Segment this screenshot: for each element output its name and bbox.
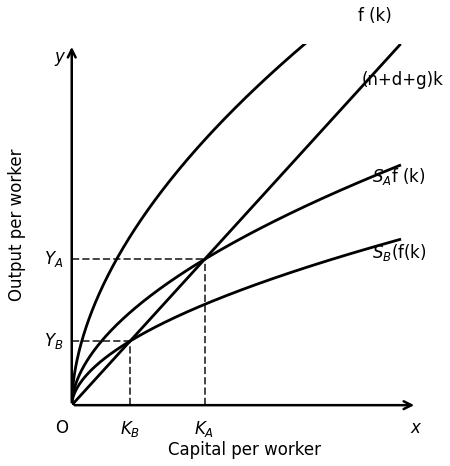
Text: O: O	[55, 419, 68, 437]
Text: $S_A$f (k): $S_A$f (k)	[372, 165, 425, 186]
Text: $S_B$(f(k): $S_B$(f(k)	[372, 242, 427, 263]
Text: y: y	[55, 48, 65, 66]
Text: (n+d+g)k: (n+d+g)k	[362, 71, 444, 89]
Text: x: x	[410, 419, 420, 437]
Text: f (k): f (k)	[358, 7, 392, 25]
Text: Capital per worker: Capital per worker	[168, 441, 321, 459]
Text: $Y_A$: $Y_A$	[44, 249, 63, 269]
Text: $K_A$: $K_A$	[194, 419, 215, 439]
Text: $K_B$: $K_B$	[120, 419, 140, 439]
Text: Output per worker: Output per worker	[8, 148, 26, 301]
Text: $Y_B$: $Y_B$	[44, 331, 63, 351]
